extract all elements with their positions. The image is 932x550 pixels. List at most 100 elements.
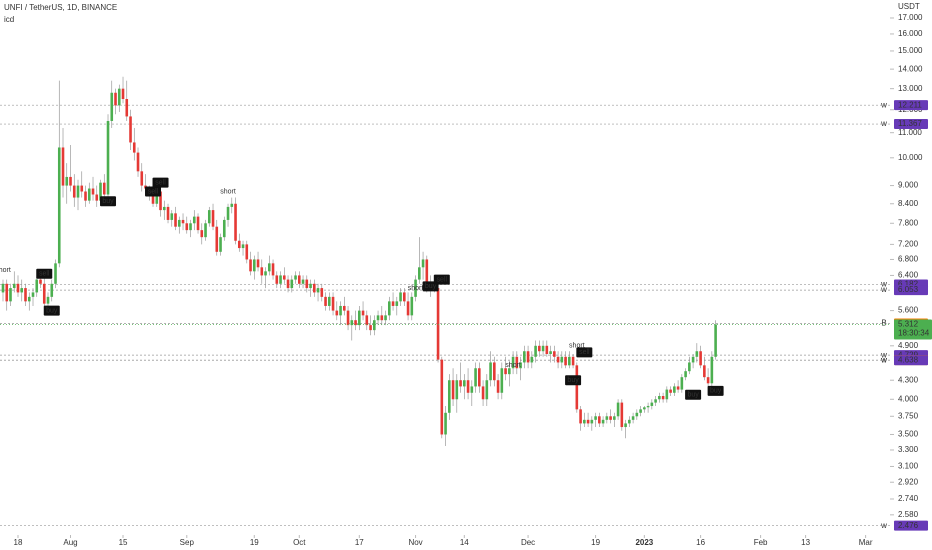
candle-body — [624, 423, 627, 428]
candle-body — [628, 419, 631, 424]
level-tag: w — [880, 350, 887, 359]
candle-body — [556, 356, 560, 363]
candle-body — [478, 368, 481, 387]
candle-body — [451, 380, 455, 400]
annotation: sell — [39, 271, 50, 278]
candle-body — [695, 351, 699, 357]
candle-body — [354, 320, 357, 326]
candle-body — [31, 292, 35, 297]
y-tick-label: 8.400 — [898, 199, 919, 208]
y-tick-label: 17.000 — [898, 13, 923, 22]
candle-body — [234, 203, 237, 241]
candle-body — [42, 283, 46, 304]
candle-body — [538, 345, 541, 352]
candle-body — [635, 412, 639, 417]
y-tick-label: 2.740 — [898, 494, 919, 503]
candle-body — [376, 315, 380, 321]
candle-body — [331, 296, 335, 311]
candle-body — [339, 305, 342, 316]
candle-body — [455, 380, 459, 400]
candle-body — [185, 223, 189, 231]
candle-body — [177, 219, 181, 227]
level-label: 4.729 — [898, 350, 919, 359]
candle-body — [466, 380, 470, 393]
candle-body — [365, 315, 369, 326]
candle-body — [673, 386, 676, 393]
annotation: sell — [437, 276, 448, 283]
candle-body — [395, 301, 399, 306]
candle-body — [489, 362, 492, 381]
candle-body — [305, 279, 309, 289]
candle-body — [260, 267, 264, 276]
candle-body — [102, 182, 106, 195]
annotation: sell — [579, 349, 590, 356]
candle-body — [530, 356, 534, 363]
candle-body — [24, 288, 27, 302]
candle-body — [27, 296, 31, 302]
candle-body — [249, 259, 252, 272]
candle-body — [598, 416, 601, 424]
annotation-box — [707, 385, 724, 396]
candle-body — [481, 386, 485, 400]
candle-body — [470, 386, 474, 393]
annotation: buy — [710, 388, 722, 395]
x-tick-label: Dec — [521, 538, 535, 547]
level-tag: w — [880, 355, 887, 364]
candle-body — [703, 365, 706, 378]
candle-body — [350, 320, 354, 326]
candle-body — [129, 116, 132, 143]
annotation-box — [685, 389, 702, 400]
candle-body — [658, 396, 661, 400]
candle-body — [99, 182, 102, 201]
candle-body — [511, 356, 515, 369]
candle-body — [650, 402, 654, 406]
x-tick-label: 19 — [591, 538, 600, 547]
candle-body — [5, 283, 9, 302]
candle-body — [526, 351, 530, 363]
level-tag: w — [880, 100, 887, 109]
last-price-box — [894, 319, 932, 340]
candle-body — [586, 419, 590, 424]
annotation: short — [220, 188, 236, 195]
y-tick-label: 16.000 — [898, 29, 923, 38]
candle-body — [12, 283, 16, 289]
annotation-box — [100, 196, 117, 207]
level-label: 4.638 — [898, 355, 919, 364]
candle-body — [264, 271, 267, 276]
candle-body — [523, 351, 526, 363]
y-tick-label: 14.000 — [898, 64, 923, 73]
annotation-box — [43, 305, 60, 316]
candle-body — [440, 359, 444, 435]
candle-body — [654, 399, 657, 403]
candle-body — [714, 324, 717, 357]
y-tick-label: 4.900 — [898, 341, 919, 350]
candle-body — [39, 279, 42, 284]
candle-body — [192, 216, 196, 224]
candle-body — [50, 283, 54, 297]
candle-body — [155, 191, 159, 204]
candle-body — [568, 356, 571, 366]
level-label: 6.182 — [898, 280, 919, 289]
candle-body — [534, 345, 537, 357]
candle-body — [463, 380, 466, 387]
y-tick-label: 6.800 — [898, 255, 919, 264]
candle-body — [373, 320, 376, 331]
x-tick-label: 14 — [460, 538, 469, 547]
candle-body — [616, 402, 620, 417]
candle-body — [399, 292, 402, 302]
annotation: sell — [148, 188, 159, 195]
candle-body — [358, 310, 361, 326]
y-tick-label: 3.750 — [898, 411, 919, 420]
candle-body — [170, 213, 174, 220]
candle-body — [297, 275, 301, 284]
candle-body — [646, 405, 650, 408]
candle-body — [414, 279, 417, 297]
annotation: short — [408, 285, 424, 292]
candle-body — [196, 216, 200, 231]
y-tick-label: 9.000 — [898, 181, 919, 190]
candle-body — [553, 351, 556, 357]
candle-body — [9, 288, 12, 302]
candle-body — [418, 267, 421, 280]
candle-body — [114, 92, 117, 106]
